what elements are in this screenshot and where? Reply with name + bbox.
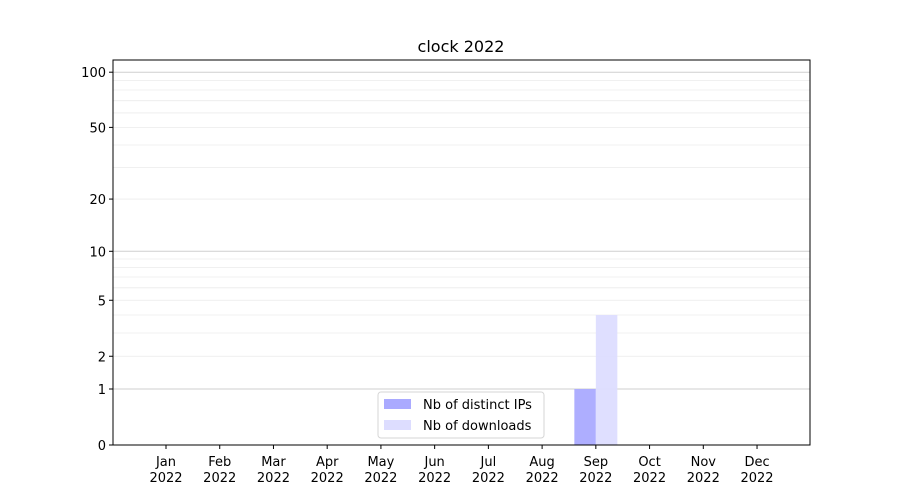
bar-nb-of-downloads — [595, 314, 618, 445]
y-tick-label: 10 — [89, 245, 106, 260]
x-tick-label-month: Nov — [691, 455, 717, 470]
y-tick-label: 50 — [89, 121, 106, 136]
x-tick-label-year: 2022 — [418, 471, 451, 486]
x-tick-label-year: 2022 — [526, 471, 559, 486]
x-tick-label-month: Feb — [208, 455, 231, 470]
x-tick-label-month: Jan — [155, 455, 176, 470]
x-tick-label-year: 2022 — [257, 471, 290, 486]
x-tick-label-month: May — [367, 455, 394, 470]
y-tick-label: 5 — [98, 294, 106, 309]
x-tick-label-year: 2022 — [579, 471, 612, 486]
x-tick-label-year: 2022 — [311, 471, 344, 486]
legend-label: Nb of downloads — [423, 419, 532, 434]
x-tick-label-year: 2022 — [687, 471, 720, 486]
plot-frame — [112, 59, 811, 446]
y-tick-label: 20 — [89, 193, 106, 208]
x-tick-label-month: Dec — [744, 455, 769, 470]
y-tick-label: 1 — [98, 383, 106, 398]
x-tick-label-month: Sep — [584, 455, 609, 470]
y-tick-label: 0 — [98, 439, 106, 454]
x-tick-label-year: 2022 — [364, 471, 397, 486]
x-tick-label-month: Aug — [529, 455, 554, 470]
x-tick-label-year: 2022 — [203, 471, 236, 486]
x-tick-label-year: 2022 — [149, 471, 182, 486]
x-tick-label-month: Oct — [638, 455, 660, 470]
x-tick-label-year: 2022 — [740, 471, 773, 486]
chart-title: clock 2022 — [418, 37, 505, 56]
y-tick-label: 100 — [81, 66, 106, 81]
legend-label: Nb of distinct IPs — [423, 398, 532, 413]
x-tick-label-month: Mar — [261, 455, 286, 470]
x-tick-label-month: Jul — [480, 455, 497, 470]
legend-swatch — [384, 399, 411, 409]
legend-swatch — [384, 420, 411, 430]
x-tick-label-year: 2022 — [633, 471, 666, 486]
legend-box — [377, 391, 545, 439]
y-tick-label: 2 — [98, 350, 106, 365]
x-tick-label-month: Apr — [316, 455, 339, 470]
bar-nb-of-distinct-ips — [574, 389, 596, 445]
x-tick-label-month: Jun — [423, 455, 444, 470]
x-tick-label-year: 2022 — [472, 471, 505, 486]
